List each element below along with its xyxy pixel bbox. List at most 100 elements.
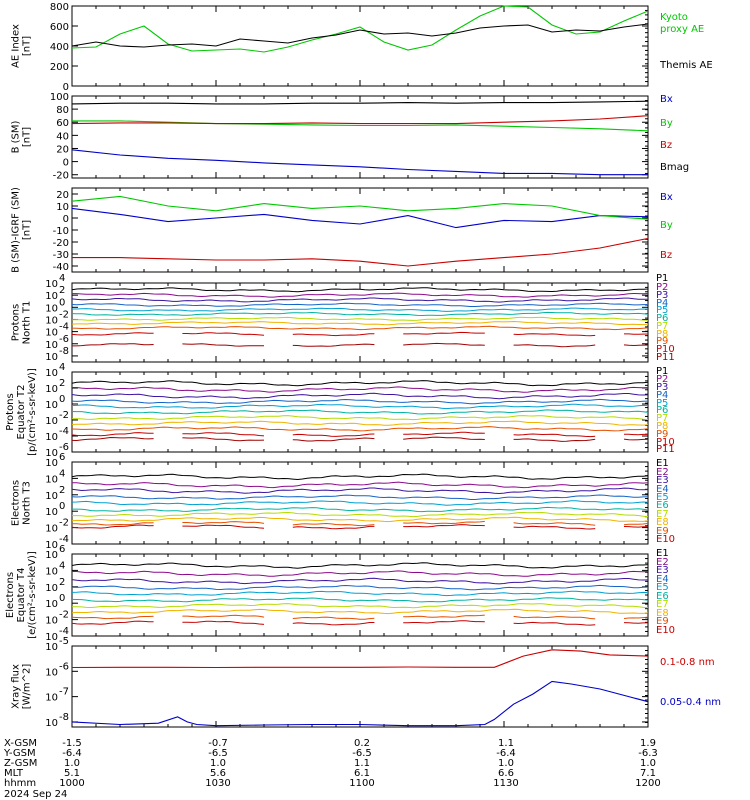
flux-line-p2 <box>72 292 649 298</box>
legend-entry: E8 <box>656 608 669 619</box>
y-tick-exponent: 6 <box>59 452 65 463</box>
y-tick-exponent: 2 <box>59 577 65 588</box>
flux-line-e4 <box>71 494 649 500</box>
legend-entry: P2 <box>656 374 668 385</box>
y-tick-label: 600 <box>50 22 69 33</box>
legend-entry: E10 <box>656 625 675 636</box>
y-tick-label: 10 <box>45 384 58 395</box>
y-tick-exponent: 2 <box>59 285 65 296</box>
y-axis-label: North T3 <box>22 481 33 525</box>
y-tick-label: 10 <box>45 616 58 627</box>
y-tick-exponent: 4 <box>59 362 65 373</box>
date-label: 2024 Sep 24 <box>4 789 67 800</box>
y-tick-exponent: -4 <box>59 322 69 333</box>
flux-line-p9 <box>71 325 649 331</box>
ephemeris-value: 1130 <box>493 778 518 789</box>
legend-entry: P5 <box>656 305 668 316</box>
y-tick-label: 10 <box>45 474 58 485</box>
flux-line-e8 <box>71 516 649 523</box>
panel-b: -20 0 20 40 60 80 100 B (SM) [nT] Bx By Bz Bmag <box>11 92 690 182</box>
legend-entry: P8 <box>656 421 668 432</box>
ephemeris-value: 1000 <box>59 778 84 789</box>
y-tick-label: 20 <box>56 144 69 155</box>
flux-line-e5 <box>71 590 649 597</box>
y-tick-exponent: 0 <box>59 297 65 308</box>
legend-entry: E4 <box>656 484 669 495</box>
y-tick-label: 800 <box>50 2 69 13</box>
legend-entry: P6 <box>656 313 668 324</box>
ephemeris-value: 1.0 <box>498 758 514 769</box>
ephemeris-value: 6.1 <box>354 768 370 779</box>
flux-line-e10 <box>71 524 648 530</box>
y-tick-label: -10 <box>53 226 69 237</box>
flux-line-p4 <box>71 302 649 307</box>
legend-entry: P2 <box>656 282 668 293</box>
y-tick-exponent: 0 <box>59 394 65 405</box>
legend-entry: 0.1-0.8 nm <box>660 657 715 668</box>
y-tick-label: 10 <box>45 507 58 518</box>
y-tick-exponent: -2 <box>59 518 69 529</box>
flux-line-p5 <box>71 403 649 410</box>
legend-entry: Themis AE <box>659 60 713 71</box>
legend-entry: E9 <box>656 616 669 627</box>
legend-entry: Bmag <box>660 162 689 173</box>
y-axis-label: [nT] <box>22 220 33 240</box>
y-tick-label: 10 <box>45 566 58 577</box>
y-tick-label: 100 <box>50 92 69 103</box>
series-line-themis-ae <box>71 23 649 48</box>
ephemeris-value: -6.5 <box>352 748 372 759</box>
y-axis-label: Equator T2 <box>16 385 27 440</box>
y-tick-exponent: -6 <box>59 661 69 672</box>
y-tick-exponent: 4 <box>59 468 65 479</box>
y-tick-exponent: 0 <box>59 593 65 604</box>
flux-line-e2 <box>72 481 649 489</box>
legend-entry: P11 <box>656 352 675 363</box>
y-tick-exponent: -8 <box>59 346 69 357</box>
y-axis-label: [nT] <box>22 127 33 147</box>
ephemeris-label: MLT <box>4 768 24 779</box>
ephemeris-value: -6.4 <box>496 748 516 759</box>
y-axis-label: North T1 <box>22 301 33 345</box>
legend-entry: P8 <box>656 329 668 340</box>
ephemeris-label: Y-GSM <box>3 748 36 759</box>
y-tick-label: 10 <box>45 400 58 411</box>
legend-entry: Kyoto <box>660 12 688 23</box>
y-tick-label: 10 <box>45 303 58 314</box>
y-tick-label: 10 <box>45 524 58 535</box>
y-tick-label: 0 <box>63 214 69 225</box>
y-axis-label: Equator T4 <box>16 568 27 623</box>
y-tick-exponent: -2 <box>59 610 69 621</box>
y-tick-exponent: 0 <box>59 501 65 512</box>
series-line-bx <box>71 149 648 176</box>
legend-entry: P4 <box>656 298 668 309</box>
series-line-0-05-0-4-nm <box>71 680 649 727</box>
series-line-bmag <box>71 100 649 105</box>
legend-entry: E1 <box>656 548 669 559</box>
y-tick-exponent: -2 <box>59 309 69 320</box>
ephemeris-value: 1200 <box>635 778 660 789</box>
flux-line-e5 <box>71 500 649 506</box>
flux-line-p3 <box>71 392 649 400</box>
legend-entry: P1 <box>656 366 668 377</box>
y-tick-label: 10 <box>45 291 58 302</box>
flux-line-p6 <box>71 311 649 317</box>
legend-entry: E5 <box>656 582 669 593</box>
y-tick-label: 200 <box>50 62 69 73</box>
legend-entry: P4 <box>656 390 668 401</box>
ephemeris-value: 1030 <box>205 778 230 789</box>
flux-line-e7 <box>72 511 649 518</box>
y-axis-label: B (SM) <box>11 120 22 153</box>
y-tick-label: 10 <box>45 416 58 427</box>
legend-entry: E8 <box>656 517 669 528</box>
y-tick-exponent: -6 <box>59 442 69 453</box>
y-tick-label: 10 <box>45 550 58 561</box>
ephemeris-value: 1.0 <box>64 758 80 769</box>
flux-line-p8 <box>71 320 649 326</box>
y-tick-label: 10 <box>45 632 58 643</box>
y-tick-label: 0 <box>63 82 69 93</box>
